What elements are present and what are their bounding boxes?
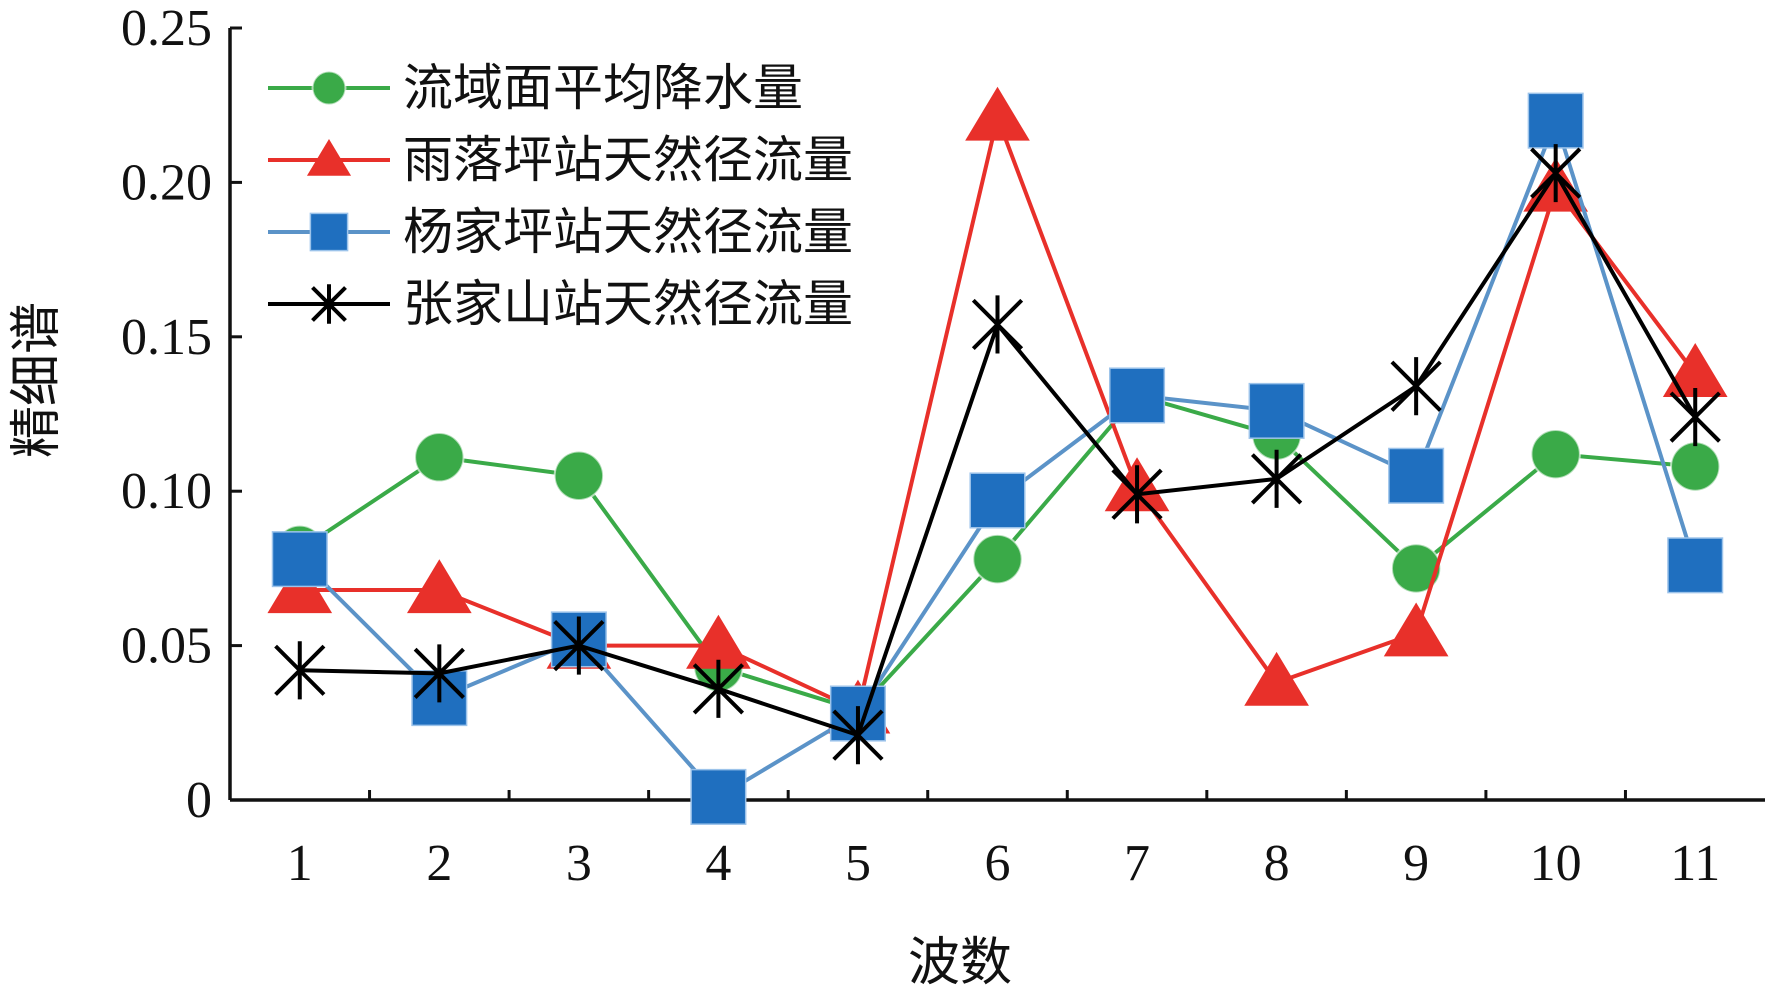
legend-label: 杨家坪站天然径流量 [403,203,853,261]
legend-label: 流域面平均降水量 [403,59,803,117]
series-1 [274,370,1721,736]
x-tick-label: 10 [1530,835,1582,892]
data-point [406,559,472,614]
data-point [1662,343,1728,397]
data-point [686,614,751,669]
data-point [1530,144,1582,203]
data-point [690,768,747,825]
legend-item: 雨落坪站天然径流量 [268,131,853,189]
data-point [971,295,1024,354]
x-tick-label: 5 [845,835,871,892]
data-point [413,644,465,703]
y-tick-label: 0.05 [121,618,212,675]
data-point [832,706,884,765]
data-point [1248,382,1305,439]
data-point [1667,537,1724,594]
x-tick-label: 11 [1670,835,1720,892]
data-point [1109,367,1166,424]
series-4 [274,144,1721,765]
x-tick-label: 9 [1403,835,1429,892]
x-tick-label: 2 [426,835,452,892]
data-point [972,533,1023,585]
legend-marker [309,212,349,252]
data-point [1390,357,1442,416]
y-axis-title: 精细谱 [7,302,67,458]
data-point [1670,441,1721,492]
legend-item: 张家山站天然径流量 [268,275,853,333]
y-tick-label: 0.10 [121,463,212,520]
legend-label: 雨落坪站天然径流量 [403,131,853,189]
legend-item: 杨家坪站天然径流量 [268,203,853,261]
series-layer [267,86,1728,825]
x-tick-label: 7 [1124,835,1150,892]
axes: 0 0.05 0.10 0.15 0.20 0.25 1 2 3 4 5 6 7 8 9 10 11 [121,0,1765,892]
data-point [553,450,605,501]
data-point [692,659,745,718]
legend-item: 流域面平均降水量 [268,59,803,117]
data-point [271,531,328,588]
data-point [1383,602,1449,657]
data-point [1111,465,1163,524]
data-point [414,432,465,483]
data-point [969,472,1026,529]
y-tick-label: 0.20 [121,154,212,211]
data-point [1530,428,1581,480]
legend-marker [306,139,352,176]
data-point [553,616,605,675]
x-axis-title: 波数 [908,933,1012,993]
y-tick-label: 0.25 [121,0,212,57]
data-point [1388,447,1445,504]
legend-marker [311,284,347,324]
legend-marker [311,70,347,106]
x-tick-label: 6 [985,835,1011,892]
data-point [1250,449,1303,508]
x-tick-label: 8 [1264,835,1290,892]
x-tick-label: 1 [287,835,313,892]
x-tick-label: 3 [566,835,592,892]
data-point [965,86,1030,141]
legend-label: 张家山站天然径流量 [403,275,853,333]
x-tick-label: 4 [705,835,731,892]
data-point [1527,92,1584,149]
data-point [1669,388,1721,447]
y-tick-label: 0 [186,772,212,829]
data-point [1390,543,1442,594]
y-tick-label: 0.15 [121,309,212,366]
data-point [274,641,326,700]
data-point [1244,651,1309,706]
